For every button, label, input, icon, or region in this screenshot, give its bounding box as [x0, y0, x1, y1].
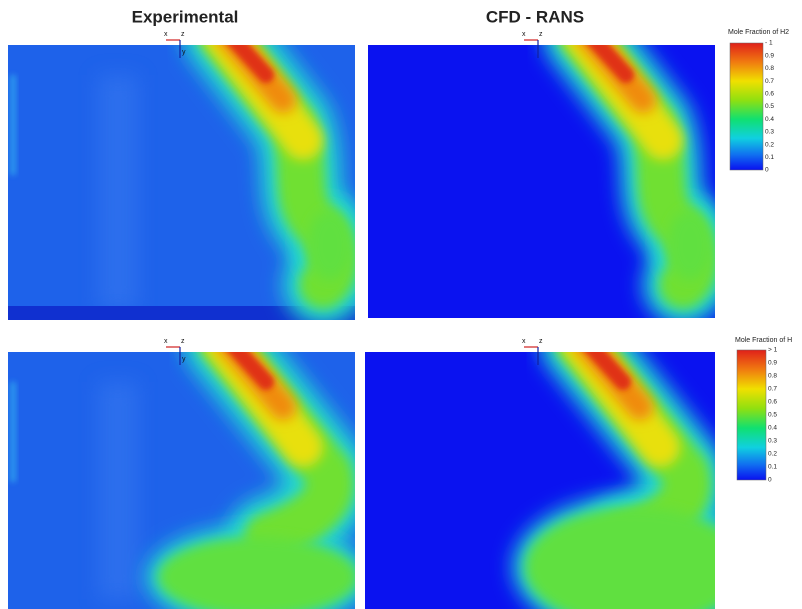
colorbar	[737, 350, 766, 480]
figure: Experimental CFD - RANS x z y x z x z y x z Mole F…	[0, 0, 802, 609]
axis-label: z	[539, 31, 543, 38]
colorbar-tick-label: > 1	[768, 347, 778, 354]
colorbar-tick-label: 0.9	[768, 360, 777, 367]
axis-label: y	[182, 49, 186, 56]
colorbar-tick-label: 0.6	[768, 399, 777, 406]
axis-label: y	[182, 356, 186, 363]
contour-panel	[365, 342, 757, 609]
colorbar-tick-label: 0.4	[768, 425, 777, 432]
colorbar-title: Mole Fraction of H2	[728, 29, 789, 36]
axis-label: x	[522, 338, 526, 345]
haze	[98, 75, 138, 310]
colorbar-title: Mole Fraction of H	[735, 337, 792, 344]
colorbar-tick-label: 0.1	[768, 464, 777, 471]
pool-mid	[668, 210, 712, 280]
colorbar-tick-label: 0.8	[768, 373, 777, 380]
colorbar-tick-label: 0	[765, 167, 769, 174]
contour-panel	[8, 35, 364, 320]
colorbar-tick-label: 0.5	[765, 103, 774, 110]
edge-strip	[10, 382, 16, 482]
colorbar-tick-label: - 1	[765, 40, 773, 47]
colorbar-tick-label: 0.6	[765, 91, 774, 98]
colorbar-tick-label: 0.1	[765, 154, 774, 161]
axis-label: z	[539, 338, 543, 345]
colorbar-tick-label: 0.3	[768, 438, 777, 445]
edge-strip	[10, 75, 16, 175]
panel-title: Experimental	[132, 7, 239, 26]
pool-mid	[308, 210, 352, 280]
colorbar-tick-label: 0.7	[765, 78, 774, 85]
colorbar-tick-label: 0.7	[768, 386, 777, 393]
axis-label: z	[181, 31, 185, 38]
axis-label: x	[522, 31, 526, 38]
colorbar	[730, 43, 763, 170]
axis-label: x	[164, 338, 168, 345]
colorbar-tick-label: 0.5	[768, 412, 777, 419]
colorbar-tick-label: 0.2	[768, 451, 777, 458]
colorbar-tick-label: 0.8	[765, 65, 774, 72]
colorbar-tick-label: 0.2	[765, 141, 774, 148]
panel-title: CFD - RANS	[486, 7, 584, 26]
axis-label: x	[164, 31, 168, 38]
contour-panel	[368, 35, 724, 318]
haze	[98, 382, 138, 599]
axis-label: z	[181, 338, 185, 345]
colorbar-tick-label: 0	[768, 477, 772, 484]
colorbar-tick-label: 0.4	[765, 116, 774, 123]
colorbar-tick-label: 0.3	[765, 129, 774, 136]
contour-panel	[8, 342, 370, 609]
colorbar-tick-label: 0.9	[765, 52, 774, 59]
